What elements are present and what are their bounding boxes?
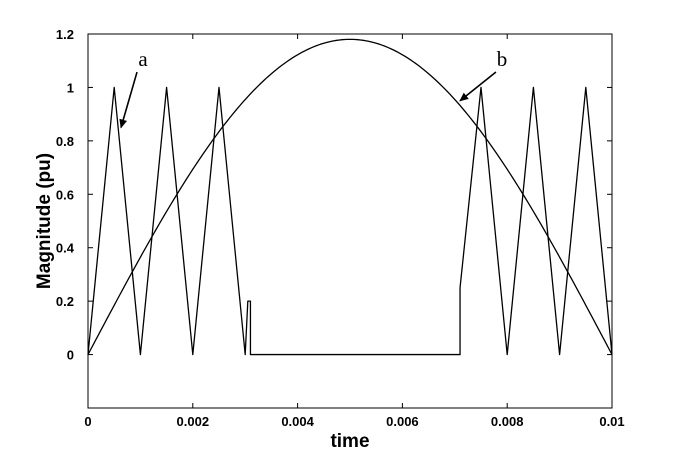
series-line-b xyxy=(87,38,613,355)
x-tick-label: 0.008 xyxy=(491,414,524,429)
y-tick-label: 1 xyxy=(67,80,74,95)
x-tick-label: 0.004 xyxy=(281,414,314,429)
x-tick-label: 0.01 xyxy=(599,414,624,429)
plot-area xyxy=(87,33,613,409)
y-tick-label: 0.8 xyxy=(56,134,74,149)
x-tick-label: 0 xyxy=(84,414,91,429)
x-axis-label: time xyxy=(330,431,369,452)
y-axis-label: Magnitude (pu) xyxy=(34,153,55,289)
y-tick-label: 0.2 xyxy=(56,294,74,309)
x-tick-label: 0.006 xyxy=(386,414,419,429)
series-line-a xyxy=(87,86,613,356)
annotation-label-a: a xyxy=(138,47,148,71)
y-tick-label: 0.4 xyxy=(56,241,75,256)
y-tick-label: 0.6 xyxy=(56,187,74,202)
x-tick-label: 0.002 xyxy=(177,414,210,429)
y-tick-label: 0 xyxy=(67,348,74,363)
annotation-arrow-a xyxy=(119,71,138,129)
y-tick-label: 1.2 xyxy=(56,27,74,42)
annotation-arrow-b xyxy=(459,71,497,102)
annotation-label-b: b xyxy=(497,47,508,71)
